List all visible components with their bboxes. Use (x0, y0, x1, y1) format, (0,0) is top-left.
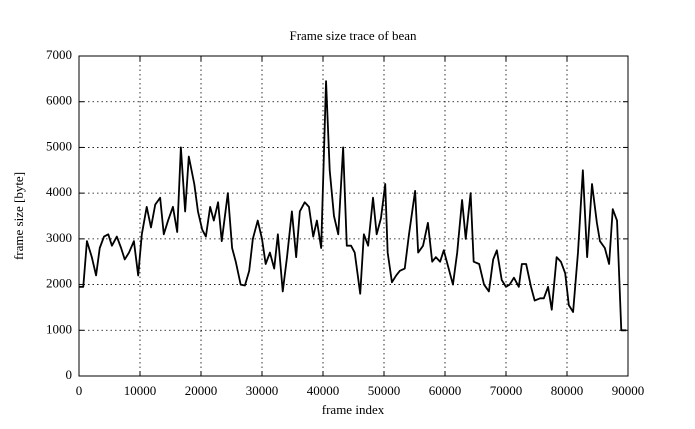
x-tick-label: 40000 (307, 383, 340, 398)
x-tick-label: 80000 (551, 383, 584, 398)
x-tick-label: 0 (76, 383, 83, 398)
y-axis-label: frame size [byte] (11, 172, 26, 260)
plot-frame (78, 55, 629, 377)
x-axis-label: frame index (322, 402, 385, 417)
x-tick-label: 10000 (124, 383, 157, 398)
chart-title: Frame size trace of bean (289, 28, 417, 43)
x-tick-label: 70000 (490, 383, 523, 398)
y-tick-label: 3000 (46, 230, 72, 245)
y-tick-label: 2000 (46, 276, 72, 291)
x-tick-label: 90000 (612, 383, 645, 398)
x-tick-label: 50000 (368, 383, 401, 398)
x-tick-label: 60000 (429, 383, 462, 398)
y-tick-label: 6000 (46, 93, 72, 108)
x-tick-label: 20000 (185, 383, 218, 398)
y-tick-label: 4000 (46, 184, 72, 199)
y-tick-label: 5000 (46, 138, 72, 153)
y-tick-label: 7000 (46, 47, 72, 62)
x-tick-label: 30000 (246, 383, 279, 398)
data-line (79, 80, 627, 332)
y-tick-label: 1000 (46, 321, 72, 336)
y-tick-label: 0 (66, 367, 73, 382)
